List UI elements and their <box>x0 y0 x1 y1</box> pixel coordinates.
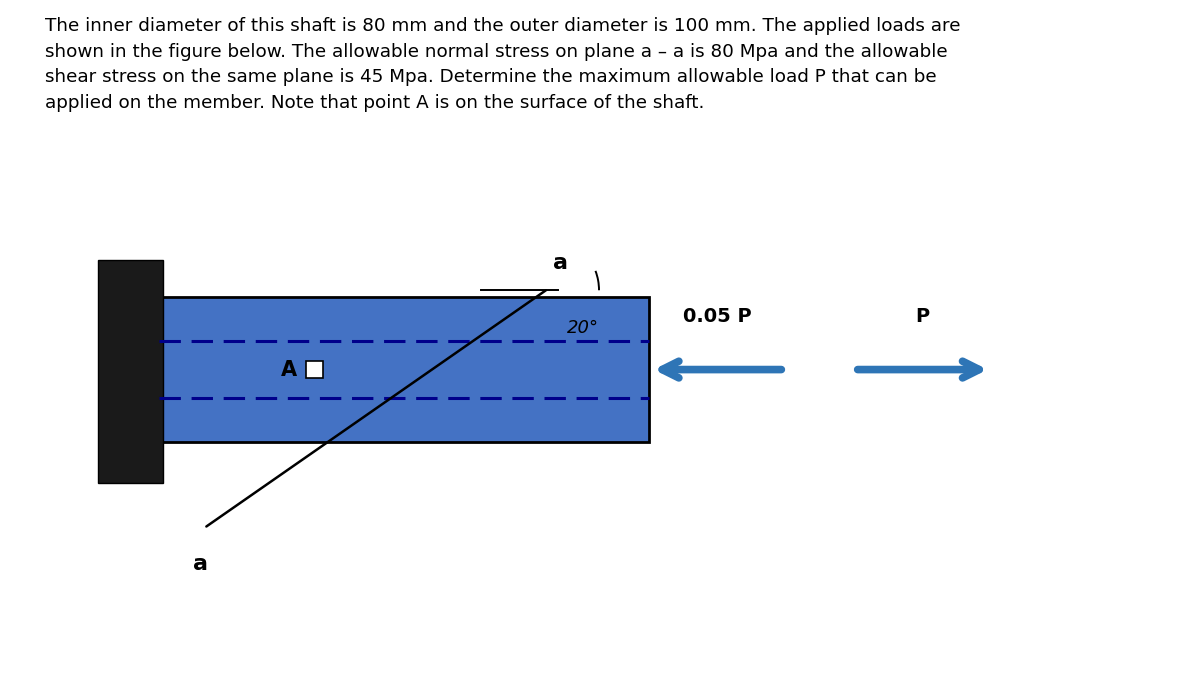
Bar <box>306 361 323 378</box>
Text: a: a <box>193 554 208 574</box>
Text: P: P <box>916 306 930 326</box>
Text: 20°: 20° <box>568 319 599 337</box>
Bar <box>160 297 648 442</box>
Text: A: A <box>281 360 296 379</box>
Text: 0.05 P: 0.05 P <box>683 306 752 326</box>
Bar <box>98 260 163 483</box>
Text: The inner diameter of this shaft is 80 mm and the outer diameter is 100 mm. The : The inner diameter of this shaft is 80 m… <box>44 17 960 112</box>
Text: a: a <box>553 253 568 273</box>
